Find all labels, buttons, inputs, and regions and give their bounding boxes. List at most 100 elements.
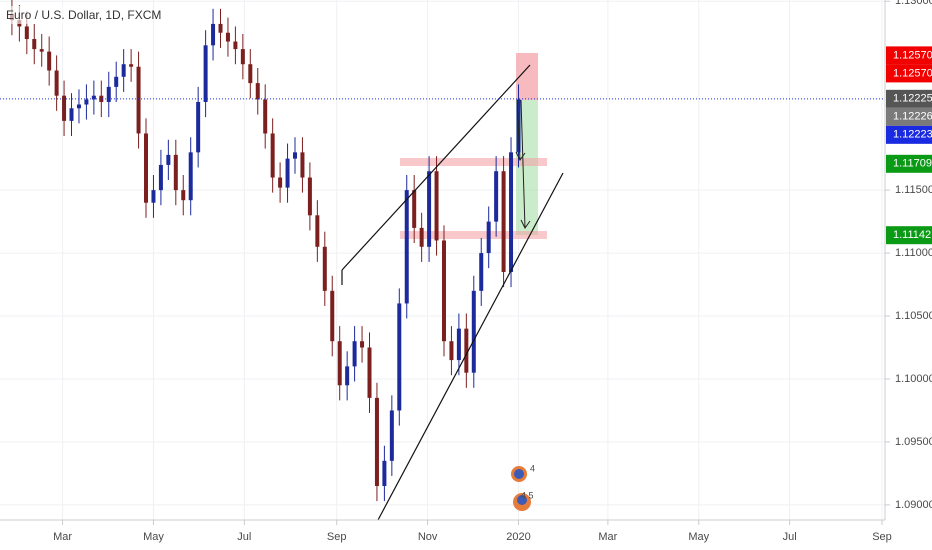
y-tick-label: 1.10000 — [895, 373, 932, 385]
candle-body — [486, 221, 491, 254]
price-label-bg — [886, 226, 932, 245]
candle-body — [233, 41, 238, 50]
y-tick-label: 1.09500 — [895, 436, 932, 448]
x-tick-label: Sep — [327, 531, 347, 543]
candle-body — [263, 99, 268, 134]
x-tick-label: Jul — [237, 531, 251, 543]
x-tick-label: 2020 — [506, 531, 530, 543]
candle-body — [509, 152, 514, 272]
y-tick-label: 1.09000 — [895, 499, 932, 511]
candle-body — [248, 64, 253, 84]
candle-body — [129, 64, 134, 67]
candle-body — [285, 158, 290, 188]
candle-body — [404, 190, 409, 304]
candle-body — [412, 190, 417, 228]
candle-body — [69, 108, 74, 121]
event-icon — [517, 495, 527, 505]
trend-line — [377, 172, 564, 521]
candle-body — [62, 95, 67, 121]
candle-body — [270, 133, 275, 178]
level-band — [400, 231, 547, 239]
candle-body — [337, 341, 342, 386]
candle-body — [449, 341, 454, 361]
candle-body — [181, 190, 186, 201]
y-tick-label: 1.10500 — [895, 310, 932, 322]
price-label-bg — [886, 125, 932, 144]
candle-body — [211, 23, 216, 46]
candle-body — [367, 347, 372, 398]
arrow — [515, 99, 526, 161]
candle-body — [345, 366, 350, 386]
drawings — [400, 53, 547, 239]
x-tick-label: Sep — [872, 531, 892, 543]
price-label-bg — [886, 64, 932, 83]
candle-body — [151, 190, 156, 203]
candle-body — [136, 66, 141, 134]
candle-body — [47, 51, 52, 71]
candle-body — [427, 171, 432, 247]
event-icon — [514, 469, 524, 479]
candle-body — [196, 101, 201, 153]
level-band — [400, 158, 547, 166]
candle-body — [24, 26, 29, 40]
candle-body — [479, 253, 484, 291]
x-tick-label: Mar — [598, 531, 617, 543]
candle-body — [106, 86, 111, 102]
stop-zone — [516, 53, 538, 100]
candle-body — [144, 133, 149, 203]
chart-title: Euro / U.S. Dollar, 1D, FXCM — [6, 8, 161, 22]
candle-body — [293, 152, 297, 159]
x-tick-label: Mar — [53, 531, 72, 543]
candle-body — [352, 341, 357, 367]
candle-body — [315, 215, 320, 247]
price-label: 1.12570 — [893, 49, 932, 61]
candle-body — [54, 70, 59, 96]
candle-body — [307, 177, 312, 216]
candle-body — [501, 171, 506, 272]
price-label: 1.12223 — [893, 129, 932, 141]
candle-body — [240, 49, 245, 65]
x-tick-label: Jul — [783, 531, 797, 543]
candle-body — [39, 49, 44, 52]
candle-body — [330, 290, 335, 342]
candle-body — [121, 64, 126, 77]
y-tick-label: 1.13000 — [895, 0, 932, 7]
price-label-bg — [886, 46, 932, 65]
price-label: 1.12226 — [893, 111, 932, 123]
candle-body — [218, 23, 223, 33]
price-label: 1.11142 — [893, 229, 931, 241]
x-tick-label: May — [688, 531, 709, 543]
candle-body — [225, 32, 230, 42]
candle-body — [173, 154, 178, 191]
candle-body — [419, 227, 424, 247]
candle-body — [441, 240, 446, 342]
candle-body — [471, 290, 476, 373]
candle-body — [494, 171, 499, 222]
target-zone — [516, 100, 538, 235]
candle-body — [397, 303, 402, 411]
title-bg — [0, 6, 132, 24]
y-tick-label: 1.11000 — [895, 247, 932, 259]
candle-body — [300, 152, 305, 178]
candle-body — [114, 76, 119, 87]
arrow — [520, 99, 531, 229]
candle-body — [255, 83, 260, 100]
candle-body — [360, 341, 365, 348]
price-label: 1.12225 — [893, 93, 932, 105]
candle-body — [389, 410, 394, 461]
candle-body — [203, 45, 208, 102]
candle-body — [166, 154, 171, 165]
candle-body — [382, 460, 387, 487]
x-tick-label: Nov — [418, 531, 438, 543]
candle-body — [464, 328, 469, 373]
price-label: 1.12570 — [893, 67, 932, 79]
annotations: 4 4 5 — [341, 64, 564, 521]
candle-body — [434, 171, 439, 241]
candle-body — [32, 39, 37, 50]
event-count: 4 — [530, 463, 535, 473]
candle-body — [322, 246, 327, 291]
price-label-bg — [886, 154, 932, 173]
price-label: 1.11709 — [893, 158, 932, 170]
